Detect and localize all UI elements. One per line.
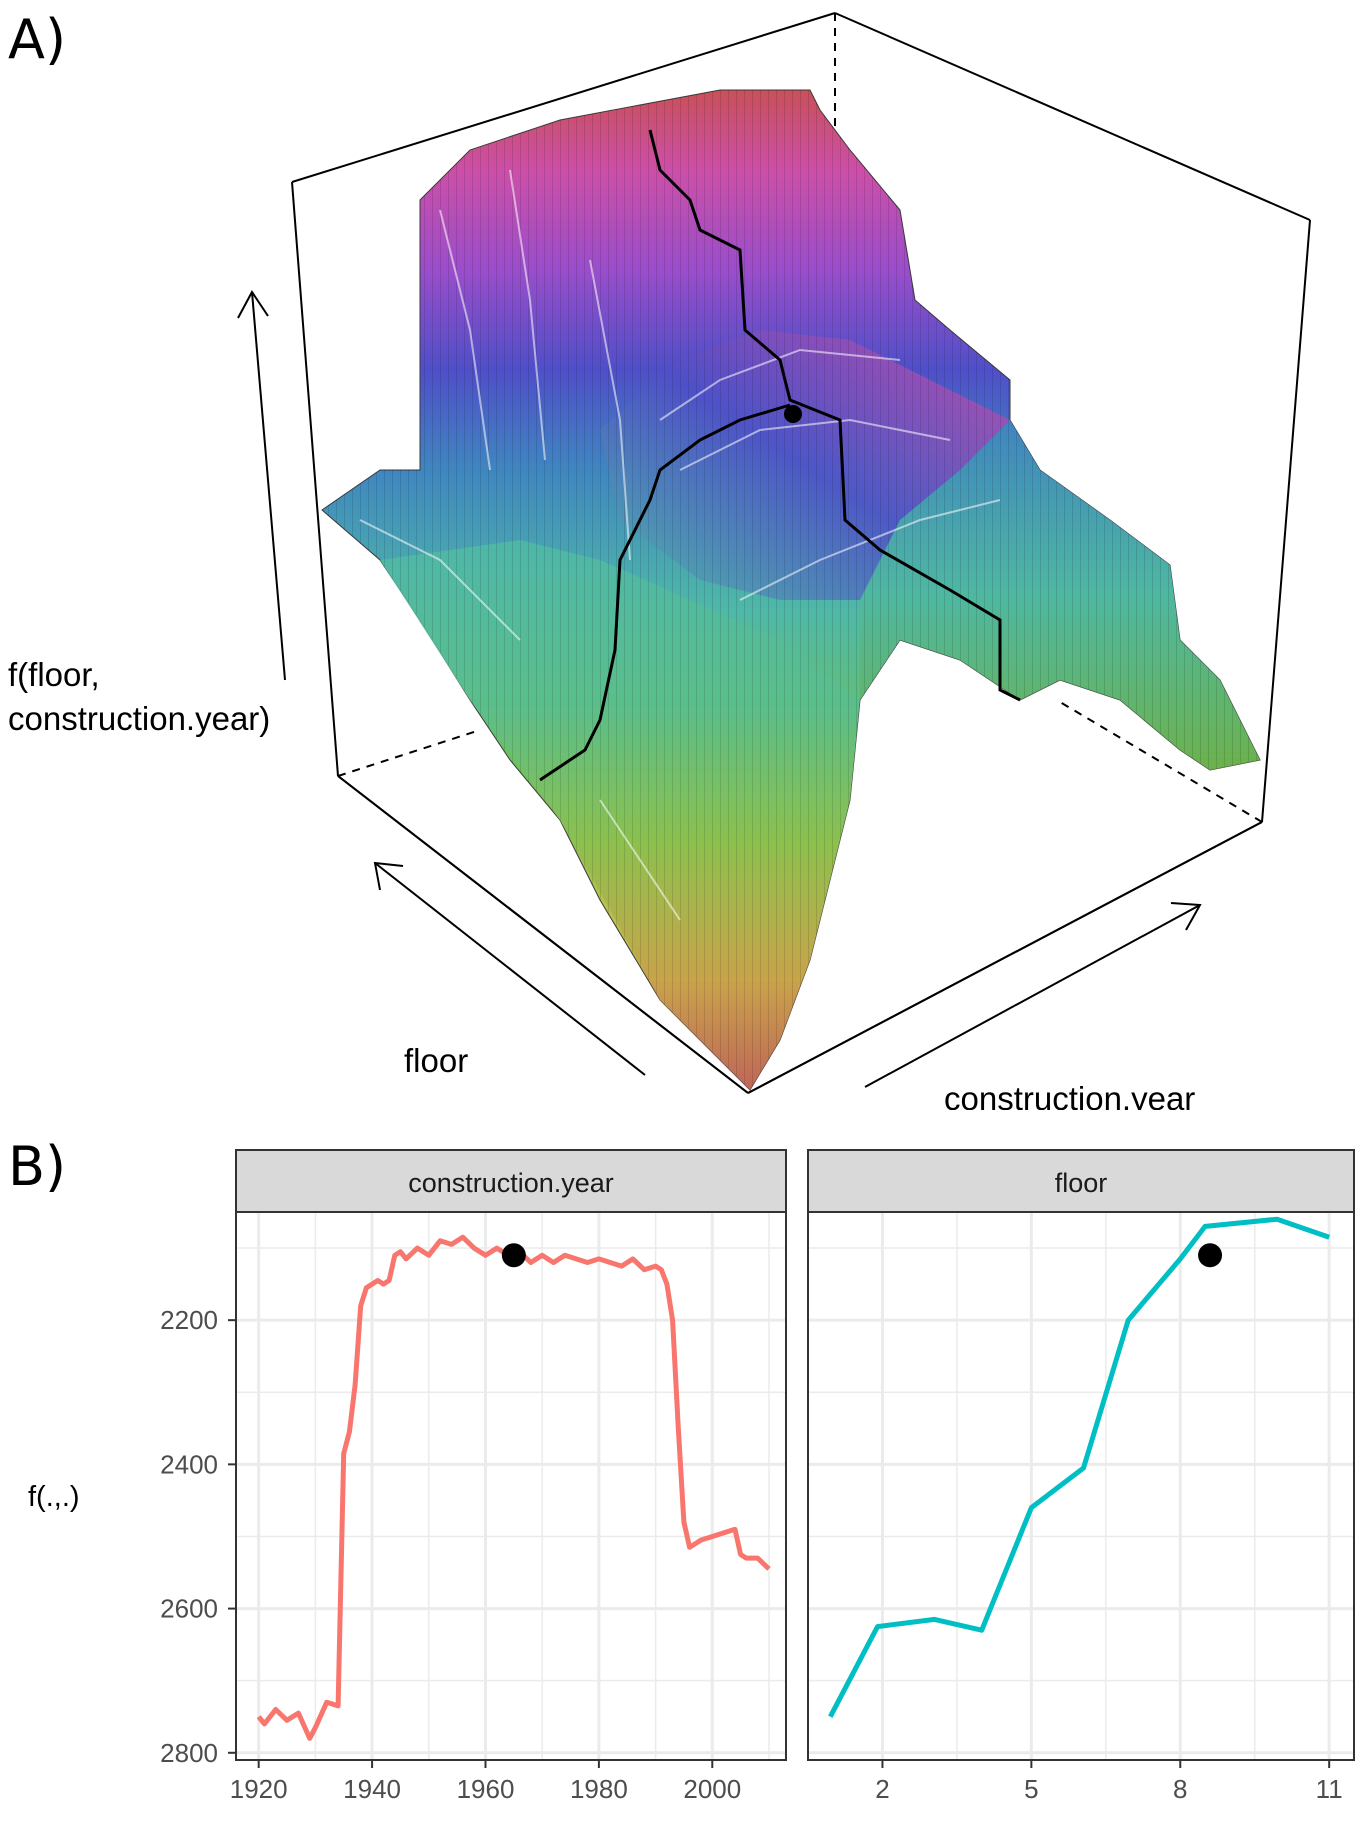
facet-strip-label: floor (1055, 1168, 1108, 1198)
floor-axis-label: floor (404, 1042, 468, 1079)
x-tick-label: 11 (1316, 1774, 1343, 1804)
series-line (828, 1216, 1331, 1718)
y-tick-label: 2400 (160, 1449, 218, 1479)
facet-panel (236, 1212, 786, 1760)
facet-floor: floor 2 5 8 11 (807, 1149, 1355, 1804)
surface-3d-chart: f(floor, construction.year) floor constr… (8, 12, 1311, 1110)
x-tick-label: 1960 (457, 1774, 515, 1804)
facet-strip (235, 1149, 787, 1213)
faceted-line-chart: f(.,.) 2200 2400 2600 2800 construction.yea… (28, 1149, 1355, 1804)
x-tick-label: 2000 (683, 1774, 741, 1804)
y-tick-label: 2600 (160, 1594, 218, 1624)
highlight-point (501, 1243, 526, 1268)
facet-border (235, 1211, 787, 1761)
construction-year-axis-label: construction.year (944, 1080, 1195, 1110)
highlight-point (1198, 1243, 1223, 1268)
y-tick-label: 2200 (160, 1305, 218, 1335)
x-tick-label: 2 (875, 1774, 889, 1804)
surface-highlight-point (784, 405, 802, 423)
panel-b-y-axis-title: f(.,.) (28, 1481, 80, 1513)
x-tick-label: 1980 (570, 1774, 628, 1804)
facet-strip-label: construction.year (408, 1168, 614, 1198)
facet-strip (807, 1149, 1355, 1213)
x-tick-label: 1920 (230, 1774, 288, 1804)
z-axis-label-line2: construction.year) (8, 700, 270, 737)
x-tick-label: 1940 (343, 1774, 401, 1804)
surface-body (321, 89, 1261, 1091)
z-axis-label-line1: f(floor, (8, 656, 100, 693)
panel-a-label: A) (8, 8, 67, 71)
x-tick-label: 8 (1173, 1774, 1187, 1804)
axis-arrows (237, 290, 1202, 1088)
panel-b-label: B) (8, 1135, 67, 1198)
y-axis-ticks: 2200 2400 2600 2800 (160, 1305, 236, 1768)
y-tick-label: 2800 (160, 1738, 218, 1768)
facet-panel (808, 1212, 1354, 1760)
x-tick-label: 5 (1024, 1774, 1038, 1804)
facet-border (807, 1211, 1355, 1761)
series-line (256, 1234, 771, 1741)
facet-construction-year: construction.year 1920 1940 1960 1980 2000 (230, 1149, 787, 1804)
